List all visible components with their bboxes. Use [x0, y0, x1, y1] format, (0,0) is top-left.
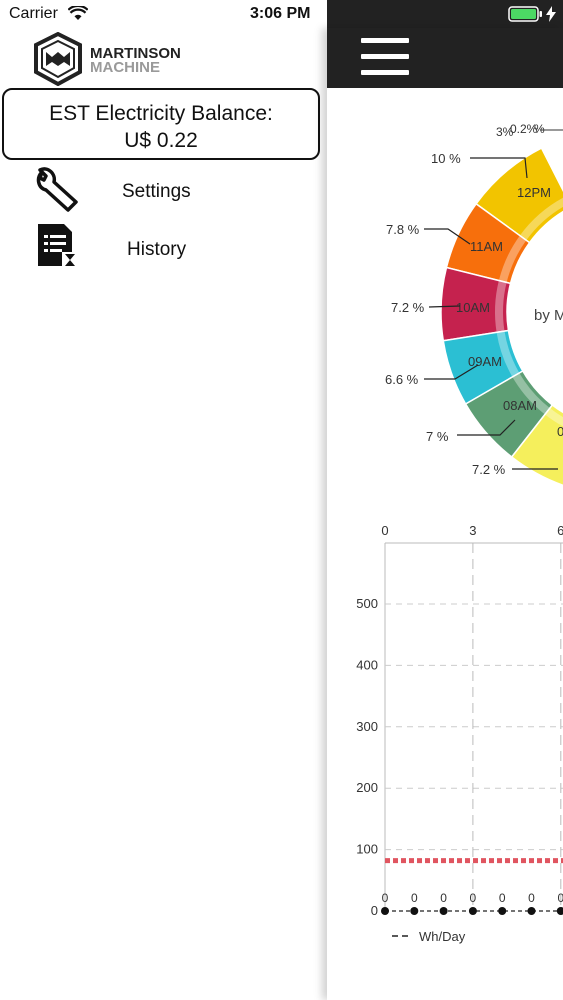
electricity-balance-card[interactable]: EST Electricity Balance: U$ 0.22 — [2, 88, 320, 160]
donut-segment-0[interactable] — [510, 403, 563, 491]
y-tick-label: 400 — [356, 657, 378, 672]
status-bar-left-background — [0, 0, 327, 28]
data-point[interactable] — [556, 907, 563, 915]
data-point[interactable] — [498, 907, 507, 915]
donut-segment-label: 08AM — [503, 398, 537, 413]
battery-icon — [508, 6, 542, 22]
settings-label: Settings — [122, 181, 191, 202]
donut-segment-label: 10AM — [456, 300, 490, 315]
side-menu: MARTINSON MACHINE EST Electricity Balanc… — [0, 28, 327, 1000]
donut-percent-label: 7.8 % — [386, 222, 420, 237]
data-point-value-label: 0 — [499, 891, 506, 905]
top-navigation-bar — [327, 28, 563, 88]
donut-segment-label: 11AM — [470, 239, 503, 254]
data-point[interactable] — [527, 907, 536, 915]
x-tick-label: 0 — [381, 523, 388, 538]
charts-canvas: 12PM 11AM 10AM 09AM 08AM 0 by M 10 % 7.8 % 7.2 … — [356, 122, 563, 944]
x-tick-label: 6 — [557, 523, 563, 538]
menu-item-history[interactable]: History — [0, 222, 327, 276]
hamburger-menu-icon[interactable] — [361, 38, 411, 76]
history-label: History — [127, 239, 187, 260]
hourly-donut-chart[interactable]: 12PM 11AM 10AM 09AM 08AM 0 — [440, 147, 563, 491]
data-point[interactable] — [381, 907, 389, 915]
menu-item-settings[interactable]: Settings — [0, 164, 327, 218]
logo-text-line2: MACHINE — [90, 59, 160, 76]
data-point[interactable] — [468, 907, 477, 915]
history-icon — [38, 224, 78, 268]
data-point-value-label: 0 — [411, 891, 418, 905]
y-tick-label: 200 — [356, 780, 378, 795]
data-point-value-label: 0 — [382, 891, 389, 905]
donut-percent-label: 6.6 % — [385, 372, 419, 387]
charging-bolt-icon — [546, 6, 556, 22]
donut-percent-label: 7.2 % — [472, 462, 506, 477]
y-tick-label: 0 — [371, 903, 378, 918]
clock: 3:06 PM — [250, 5, 311, 22]
logo-text-line1: MARTINSON — [90, 45, 181, 62]
donut-center-label: by M — [534, 307, 563, 324]
donut-percent-label: 7 % — [426, 429, 449, 444]
x-tick-label: 3 — [469, 523, 476, 538]
y-tick-label: 100 — [356, 842, 378, 857]
legend-label: Wh/Day — [419, 929, 466, 944]
data-point-value-label: 0 — [470, 891, 477, 905]
overlap-label-mid: 0.2% — [510, 122, 538, 136]
donut-segment-label: 0 — [557, 424, 563, 439]
balance-value: U$ 0.22 — [124, 129, 198, 152]
wifi-icon — [68, 6, 88, 20]
overlap-label-top: 3% — [496, 125, 514, 139]
y-tick-label: 500 — [356, 596, 378, 611]
carrier-label: Carrier — [9, 5, 58, 22]
balance-title: EST Electricity Balance: — [49, 102, 273, 125]
battery-fill — [511, 9, 536, 19]
donut-percent-label: 10 % — [431, 151, 461, 166]
logo-mark-icon: MARTINSON MACHINE — [34, 31, 181, 87]
donut-segment-label: 12PM — [517, 185, 551, 200]
donut-percent-label: 7.2 % — [391, 300, 425, 315]
data-point-value-label: 0 — [440, 891, 447, 905]
donut-segment-label: 09AM — [468, 354, 502, 369]
y-tick-label: 300 — [356, 719, 378, 734]
data-point[interactable] — [439, 907, 448, 915]
martinson-machine-logo[interactable]: MARTINSON MACHINE — [34, 31, 194, 87]
data-point[interactable] — [410, 907, 419, 915]
status-bar: Carrier 3:06 PM — [0, 0, 563, 28]
data-point-value-label: 0 — [528, 891, 535, 905]
main-content: 12PM 11AM 10AM 09AM 08AM 0 by M 10 % 7.8 % 7.2 … — [327, 28, 563, 1000]
donut-percent-labels: 10 % 7.8 % 7.2 % 6.6 % 7 % 7.2 % — [385, 151, 558, 477]
data-point-value-label: 0 — [557, 891, 563, 905]
overlap-label-last: % — [534, 122, 545, 136]
wrench-icon — [36, 167, 78, 212]
